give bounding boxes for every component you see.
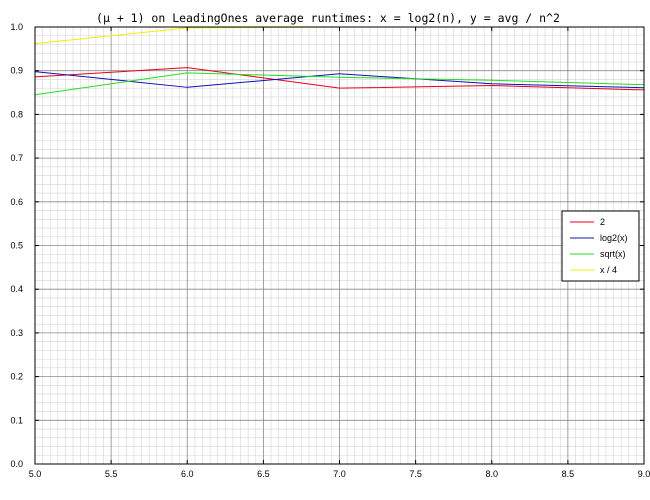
y-tick-label: 0.8 <box>10 109 23 119</box>
x-tick-label: 7.0 <box>333 469 346 479</box>
y-tick-label: 0.9 <box>10 66 23 76</box>
x-tick-label: 8.0 <box>485 469 498 479</box>
y-tick-label: 0.4 <box>10 284 23 294</box>
y-tick-label: 0.3 <box>10 328 23 338</box>
y-tick-label: 0.6 <box>10 197 23 207</box>
legend-label: log2(x) <box>600 233 628 243</box>
x-tick-label: 6.5 <box>257 469 270 479</box>
legend: 2 log2(x) sqrt(x) x / 4 <box>561 210 640 282</box>
major-grid <box>35 27 644 464</box>
x-tick-label: 8.5 <box>562 469 575 479</box>
y-tick-label: 0.1 <box>10 415 23 425</box>
legend-label: sqrt(x) <box>600 249 626 259</box>
chart-title: (μ + 1) on LeadingOnes average runtimes:… <box>96 11 560 25</box>
x-tick-label: 5.0 <box>29 469 42 479</box>
legend-box <box>561 210 640 282</box>
legend-label: 2 <box>600 217 605 227</box>
y-tick-label: 0.5 <box>10 241 23 251</box>
x-tick-label: 5.5 <box>105 469 118 479</box>
x-tick-label: 6.0 <box>181 469 194 479</box>
x-tick-label: 9.0 <box>638 469 650 479</box>
axis-ticks: 5.0 5.5 6.0 6.5 7.0 7.5 8.0 8.5 9.0 0.0 0.1 0.2 0.3 0… <box>10 22 650 479</box>
y-tick-label: 1.0 <box>10 22 23 32</box>
y-tick-label: 0.2 <box>10 372 23 382</box>
x-tick-label: 7.5 <box>409 469 422 479</box>
y-tick-label: 0.7 <box>10 153 23 163</box>
legend-label: x / 4 <box>600 265 617 275</box>
y-tick-label: 0.0 <box>10 459 23 469</box>
